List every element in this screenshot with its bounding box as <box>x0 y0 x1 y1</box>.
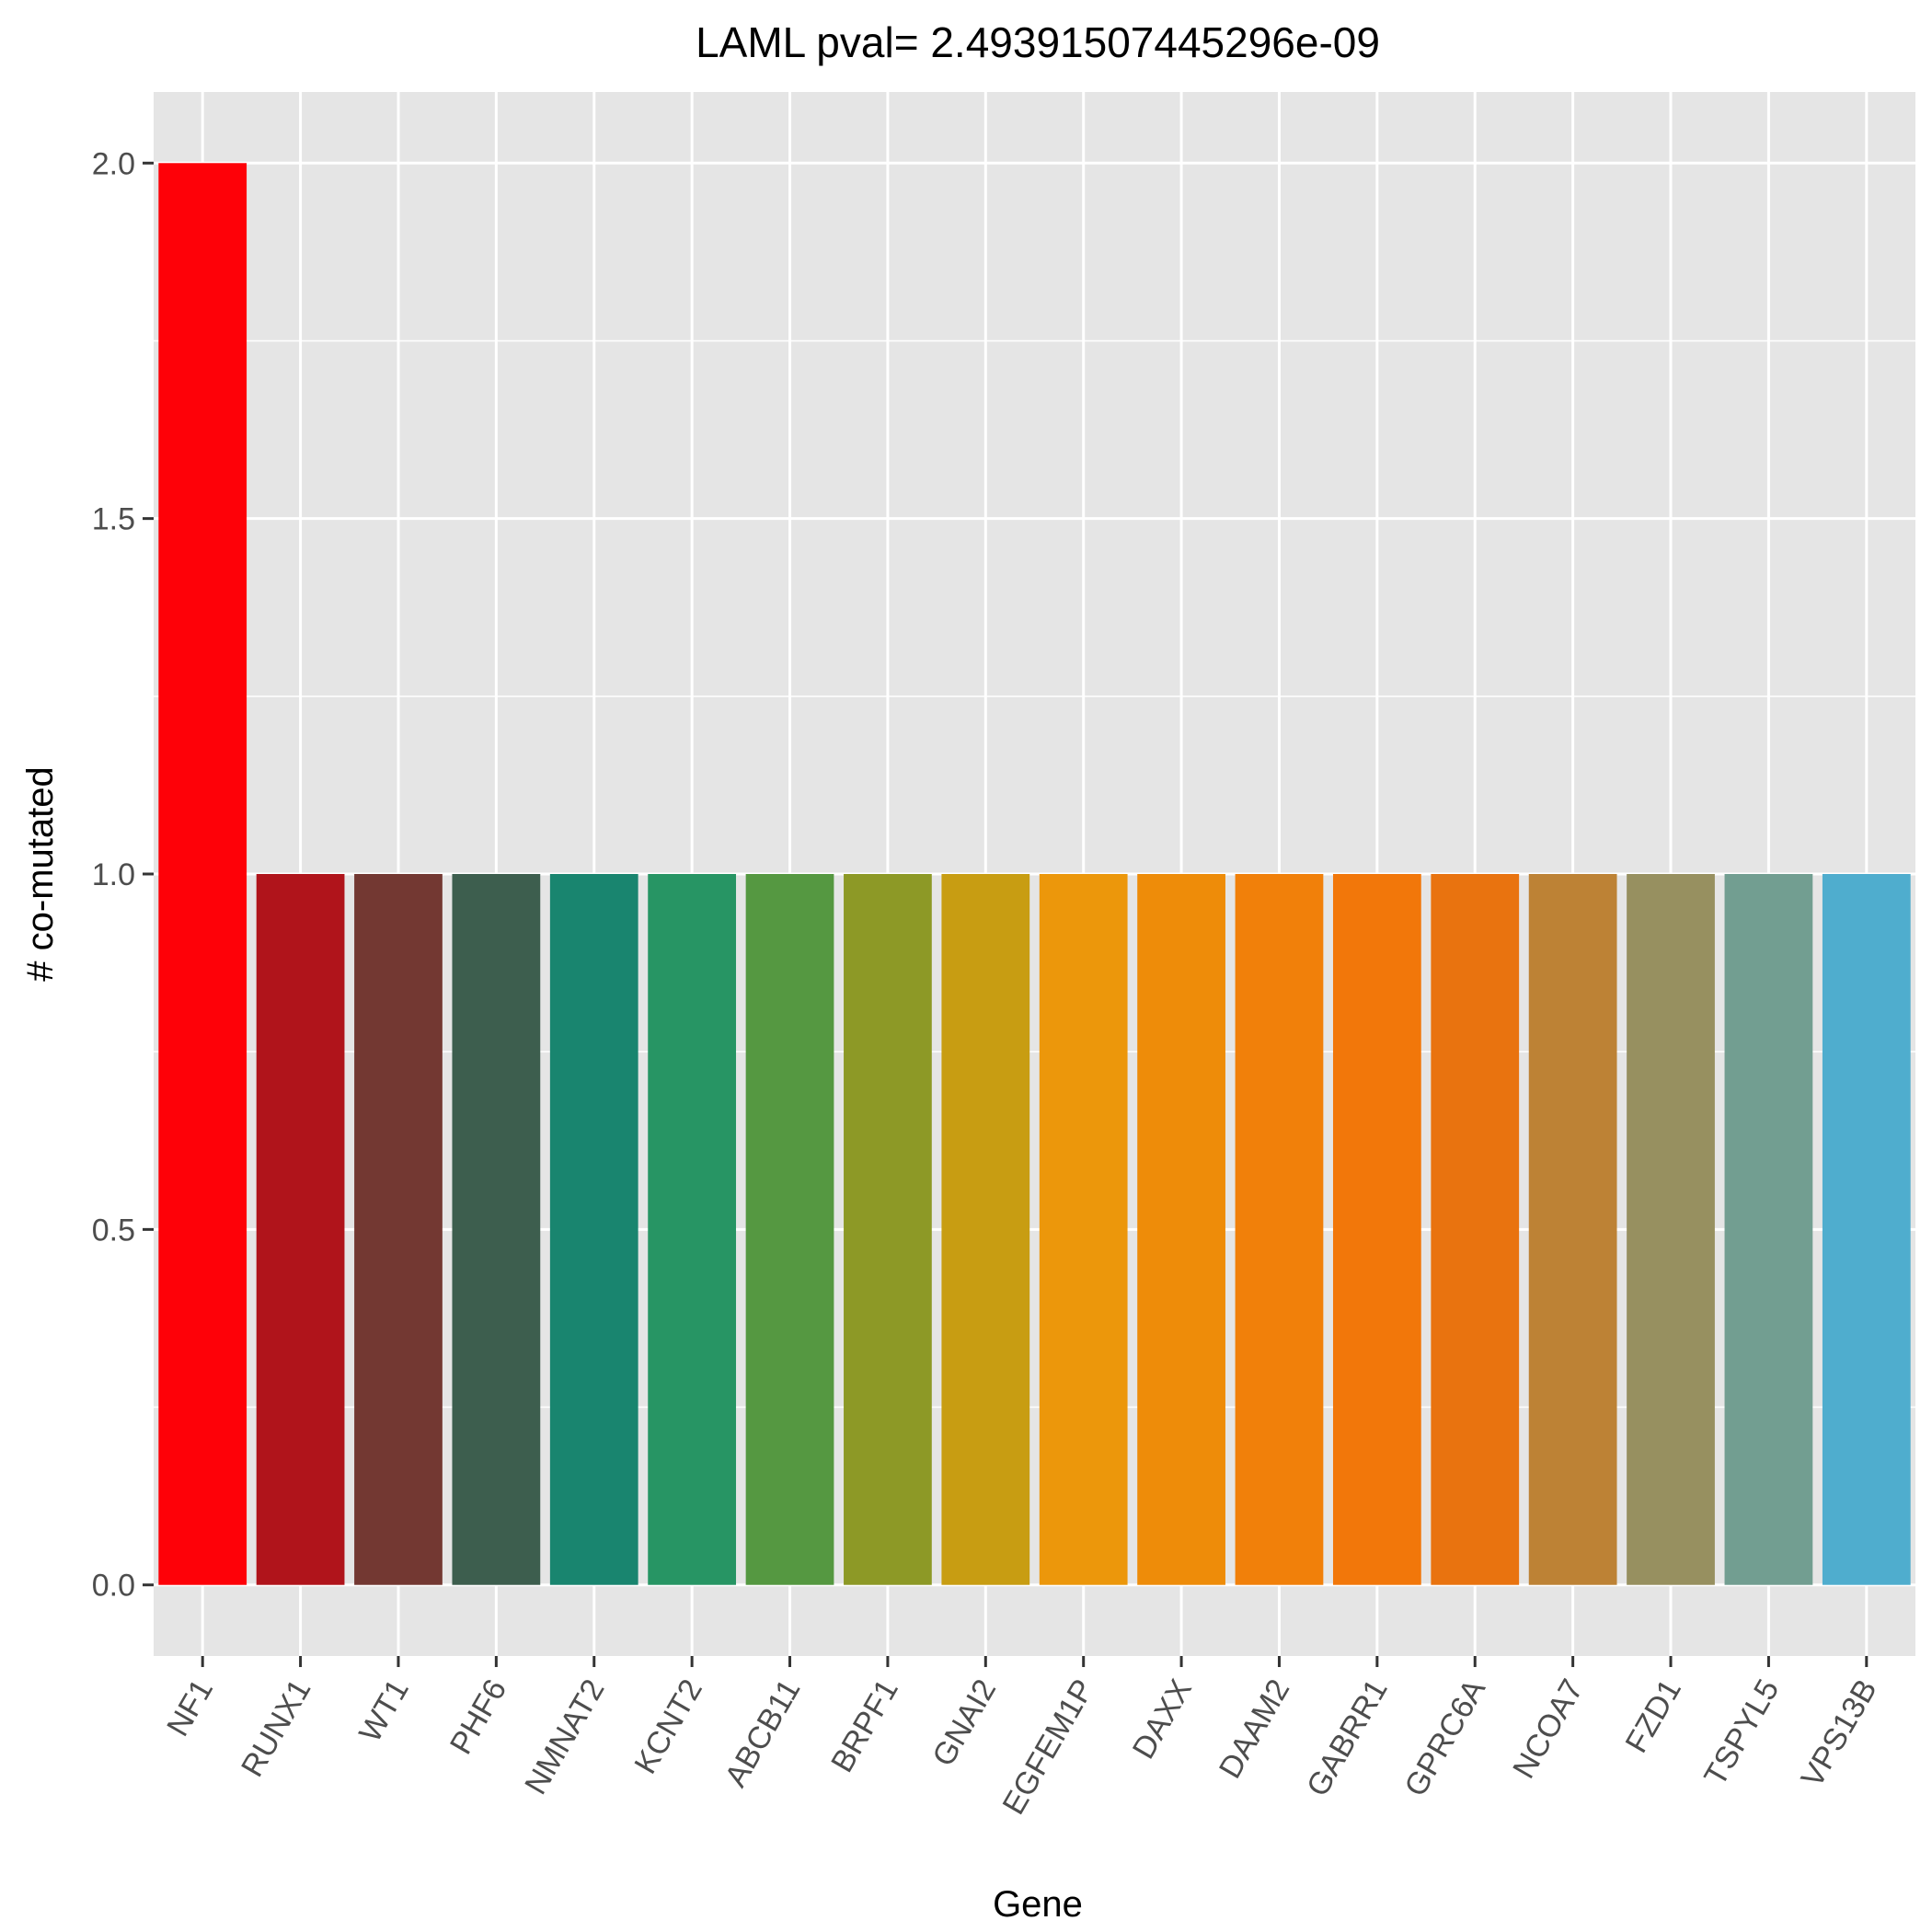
y-tick-label: 2.0 <box>92 146 135 181</box>
y-axis: 0.0 0.5 1.0 1.5 2.0 <box>92 146 154 1604</box>
y-tick-label: 1.0 <box>92 857 135 892</box>
chart-title: LAML pval= 2.49391507445296e-09 <box>696 18 1380 66</box>
bar-egfem1p <box>1039 874 1128 1585</box>
bar-daxx <box>1137 874 1225 1585</box>
x-axis-title: Gene <box>993 1884 1083 1925</box>
minor-gridlines <box>154 339 1915 1409</box>
y-tick-label: 1.5 <box>92 502 135 537</box>
bar-daam2 <box>1235 874 1324 1585</box>
bar-kcnt2 <box>648 874 737 1585</box>
bar-gnai2 <box>941 874 1030 1585</box>
bar-gabrr1 <box>1332 874 1421 1585</box>
bar-brpf1 <box>844 874 932 1585</box>
y-tick-label: 0.5 <box>92 1213 135 1248</box>
bars <box>158 163 1911 1585</box>
bar-nf1 <box>158 163 247 1585</box>
bar-phf6 <box>452 874 541 1585</box>
y-axis-title: # co-mutated <box>20 766 61 981</box>
bar-gprc6a <box>1431 874 1520 1585</box>
bar-abcb11 <box>745 874 834 1585</box>
bar-ncoa7 <box>1528 874 1617 1585</box>
bar-tspyl5 <box>1724 874 1813 1585</box>
bar-fzd1 <box>1627 874 1715 1585</box>
bar-runx1 <box>256 874 345 1585</box>
y-tick-label: 0.0 <box>92 1569 135 1604</box>
bar-nmnat2 <box>549 874 638 1585</box>
bar-wt1 <box>354 874 443 1585</box>
bar-vps13b <box>1822 874 1911 1585</box>
